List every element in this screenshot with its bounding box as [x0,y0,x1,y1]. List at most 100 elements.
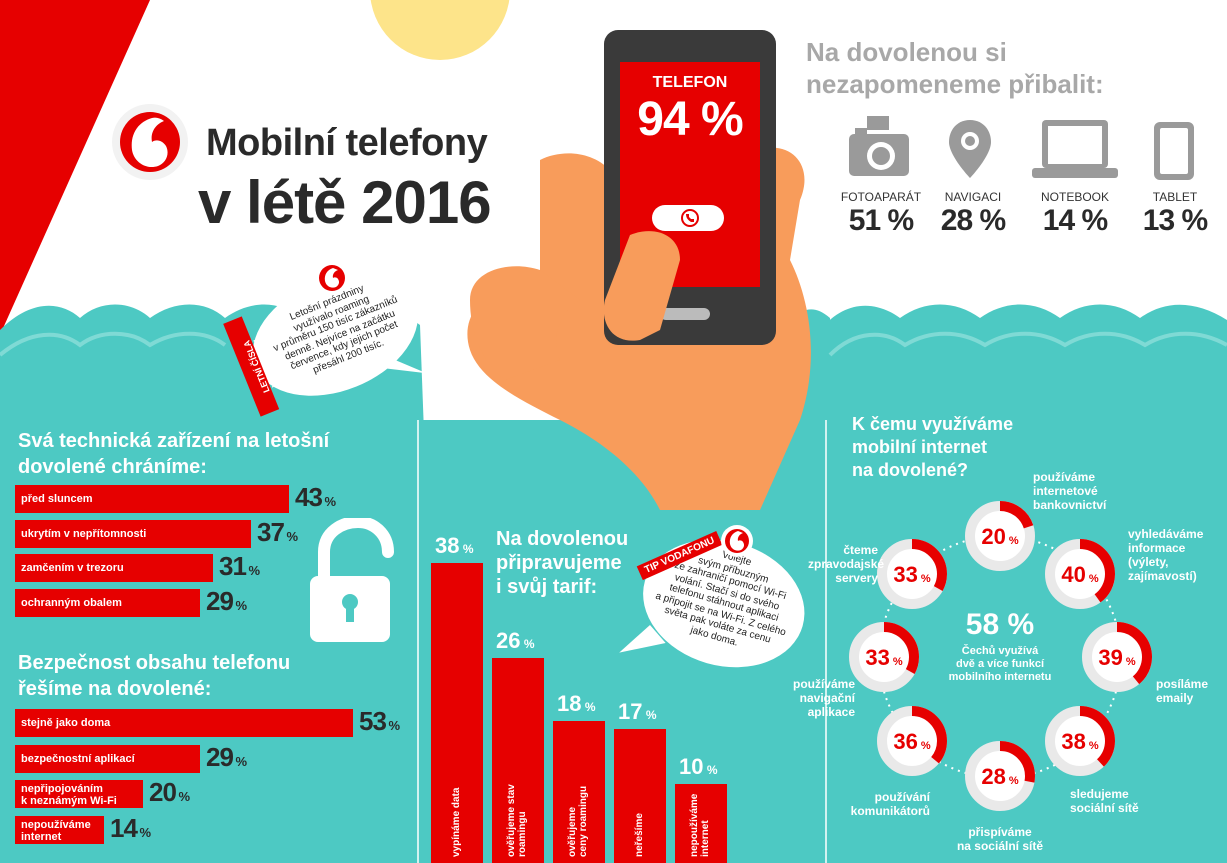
chart4-center-value: 58 % [965,608,1035,641]
ring-category-line: zajímavostí) [1128,569,1197,583]
phone-label: TELEFON [652,74,728,91]
ring-category-line: aplikace [807,705,855,719]
ring-arc [1082,622,1152,692]
red-corner [0,0,150,335]
sun [370,0,510,60]
bar-category-label: stejně jako doma [21,717,110,729]
pack-item-value: 28 % [940,204,1006,237]
bar-category-line: zamčením v trezoru [21,562,124,574]
bar [614,729,666,863]
bar [15,709,353,737]
bar-category-line: ukrytím v nepřítomnosti [21,527,147,540]
pack-item-camera: FOTOAPARÁT 51 % [836,190,926,238]
ring-category-line: posíláme [1156,677,1209,691]
chart4-title-line: K čemu využíváme [852,414,1014,434]
title-line1: Mobilní telefony [206,122,488,164]
pack-item-label: NAVIGACI [944,190,1002,204]
camera-icon [849,116,909,176]
bar-category-line: neřešíme [634,813,645,857]
pack-item-notebook: NOTEBOOK 14 % [1030,190,1120,238]
ring-item: 39 % [1082,622,1152,692]
ring-value-label: 40 % [1061,562,1099,587]
bar-value-label: 37 % [257,516,298,547]
bar-category-label: zamčením v trezoru [21,562,124,574]
bar-value-label: 10 % [679,754,718,779]
tablet-icon [1154,122,1194,180]
letni-callout: LETNÍ ČÍSLA VODAFONU Letošní prázdniny v… [207,236,449,450]
ring-item: 33 % [877,539,947,609]
pack-item-value: 14 % [1042,204,1108,237]
bar [15,554,213,582]
bar-category-line: nepoužíváme [689,793,700,857]
ring-item: 40 % [1045,539,1115,609]
pack-heading-line2: nezapomeneme přibalit: [806,69,1104,99]
ring-category-line: používáme [792,677,855,691]
bar-category-label: neřešíme [634,813,645,857]
chart2-title-line: Bezpečnost obsahu telefonu [18,652,291,674]
bar-value-label: 26 % [496,628,535,653]
chart3-title: Na dovolenou připravujeme i svůj tarif: [496,527,628,599]
ring-category-line: čteme [843,543,878,557]
bar-category-label: nepoužíváme internet [21,819,91,843]
chart4-rings: 20 % 40 % 39 % 38 %28 % 36 % 33 % 33 % [849,501,1152,811]
chart4-title: K čemu využíváme mobilní internet na dov… [852,413,1013,482]
bar-value-label: 31 % [219,551,260,581]
map-pin-icon [949,120,991,178]
ring-item: 20 % [965,501,1035,571]
ring-category-label: používáme internetové bankovnictví [1033,470,1143,512]
chart4-center-line: dvě a více funkcí [955,658,1045,670]
ring-item: 36 % [877,706,947,776]
ring-category-line: zpravodajské [808,557,885,571]
bar [15,744,200,773]
bar-category-line: bezpečnostní aplikací [21,752,135,765]
pack-item-value: 51 % [848,204,914,237]
ring-category-label: sledujeme sociální sítě [1070,787,1180,815]
ring-arc [1045,539,1115,609]
bar [15,588,200,617]
bar-category-line: internet [21,830,62,843]
chart4-center-line: mobilního internetu [948,671,1052,683]
ring-item: 33 % [849,622,919,692]
bar-category-label: bezpečnostní aplikací [21,753,135,765]
bar-category-line: před sluncem [21,493,93,505]
ring-category-line: na sociální sítě [956,839,1044,853]
chart1-title-line: Svá technická zařízení na letošní [18,430,330,452]
tip-callout: Volejte svým příbuzným ze zahraničí pomo… [610,506,826,705]
pack-heading-line1: Na dovolenou si [806,37,1007,67]
ring-category-line: používání [874,790,930,804]
chart3-title-line: i svůj tarif: [496,576,598,598]
ring-category-label: posíláme emaily [1156,677,1227,705]
ring-category-label: používání komunikátorů [830,790,930,818]
ring-category-line: přispíváme [968,825,1032,839]
chart4-center-text: Čechů využívá dvě a více funkcí mobilníh… [920,645,1080,684]
bar-value-label: 20 % [149,777,190,807]
bar [675,784,727,863]
bar-category-label: ukrytím v nepřítomnosti [21,528,146,540]
ring-arc [849,622,919,692]
bar [15,519,251,548]
ring-category-label: přispíváme na sociální sítě [950,825,1050,853]
bar [431,563,483,863]
bar-category-label: nepřipojováním k neznámým Wi-Fi [21,783,117,807]
bar [15,780,143,808]
pack-item-value: 13 % [1142,204,1208,237]
bar-category-line: vypínáme data [451,787,462,857]
bar-category-line: nepoužíváme [21,818,91,831]
phone-value: 94 % [637,93,743,146]
chart2-title: Bezpečnost obsahu telefonu řešíme na dov… [18,650,290,702]
pack-item-label: TABLET [1152,190,1198,204]
bar-category-label: ochranným obalem [21,597,122,609]
pack-item-tablet: TABLET 13 % [1130,190,1220,238]
ring-arc [1045,706,1115,776]
letni-vodafone-logo [315,261,349,295]
bar-category-line: ceny roamingu [578,785,589,857]
pack-item-label: FOTOAPARÁT [840,190,922,204]
bar-category-line: ověřujeme stav [506,784,517,857]
ring-item: 28 % [965,741,1035,811]
pack-heading: Na dovolenou si nezapomeneme přibalit: [806,36,1104,100]
bar [15,485,289,513]
bar-category-line: ochranným obalem [21,596,122,609]
padlock-icon [310,518,394,642]
pack-item-navigation: NAVIGACI 28 % [928,190,1018,238]
bar-category-line: k neznámým Wi-Fi [21,795,117,807]
